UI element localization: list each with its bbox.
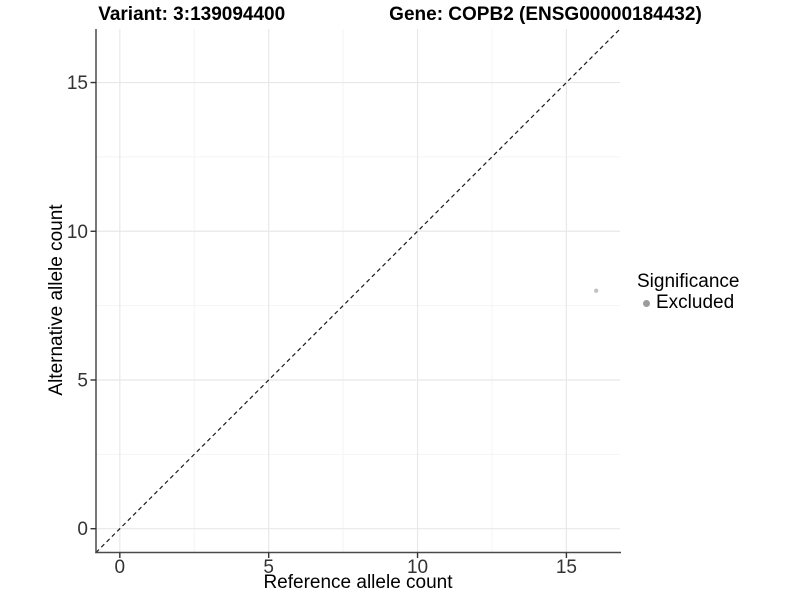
x-tick-label: 5: [263, 557, 274, 578]
legend: Significance Excluded: [637, 272, 739, 313]
legend-item-label: Excluded: [656, 292, 735, 313]
y-axis-title: Alternative allele count: [46, 204, 67, 396]
legend-item-excluded: Excluded: [637, 293, 739, 313]
excluded-point-icon: [643, 299, 650, 307]
x-tick-label: 10: [407, 557, 428, 578]
x-axis-title: Reference allele count: [263, 572, 453, 593]
variant-title: Variant: 3:139094400: [98, 4, 286, 25]
x-tick-label: 15: [556, 557, 577, 578]
data-point: [593, 288, 599, 293]
chart-title: Variant: 3:139094400 Gene: COPB2 (ENSG00…: [0, 4, 800, 26]
gene-title: Gene: COPB2 (ENSG00000184432): [389, 4, 702, 25]
legend-title: Significance: [637, 271, 740, 292]
x-tick-label: 0: [115, 557, 126, 578]
y-tick-label: 5: [77, 370, 88, 391]
y-tick-label: 15: [67, 73, 88, 94]
identity-reference-line: [95, 28, 621, 553]
y-tick-label: 10: [67, 222, 88, 243]
y-tick-label: 0: [77, 519, 88, 540]
